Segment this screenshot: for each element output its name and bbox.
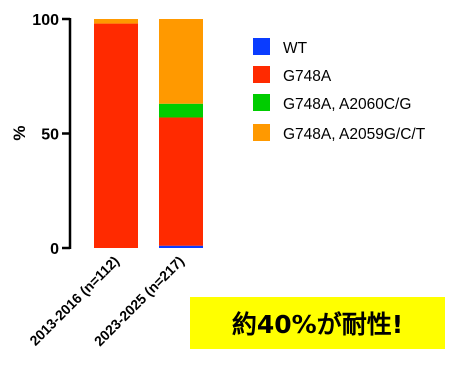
bar-segment-g748a-1	[94, 23, 138, 248]
bar-segment-wt-2	[159, 245, 203, 248]
legend-label-g748a-a2060c-g: G748A, A2060C/G	[283, 96, 411, 113]
callout-text: 約40%が耐性!	[231, 310, 404, 339]
legend-label-g748a: G748A	[283, 68, 332, 85]
bar-segment-g748a-a2059g-c-t-1	[94, 19, 138, 24]
bar-segment-g748a-a2059g-c-t-2	[159, 19, 203, 104]
legend-label-g748a-a2059g-c-t: G748A, A2059G/C/T	[283, 126, 426, 143]
y-tick-label-100: 100	[32, 12, 59, 29]
legend-swatch-g748a-a2060c-g	[253, 94, 270, 111]
y-tick-label-50: 50	[41, 127, 59, 144]
callout-banner: 約40%が耐性!	[190, 297, 445, 349]
bar-segment-g748a-2	[159, 117, 203, 246]
legend-swatch-g748a-a2059g-c-t	[253, 124, 270, 141]
bars	[94, 19, 203, 248]
y-tick-label-0: 0	[50, 241, 59, 258]
y-axis-title: %	[10, 125, 29, 140]
legend-swatch-wt	[253, 38, 270, 55]
bar-segment-g748a-a2060c-g-2	[159, 103, 203, 118]
legend: WT G748A G748A, A2060C/G G748A, A2059G/C/T	[253, 38, 426, 143]
legend-swatch-g748a	[253, 66, 270, 83]
legend-label-wt: WT	[283, 40, 308, 57]
